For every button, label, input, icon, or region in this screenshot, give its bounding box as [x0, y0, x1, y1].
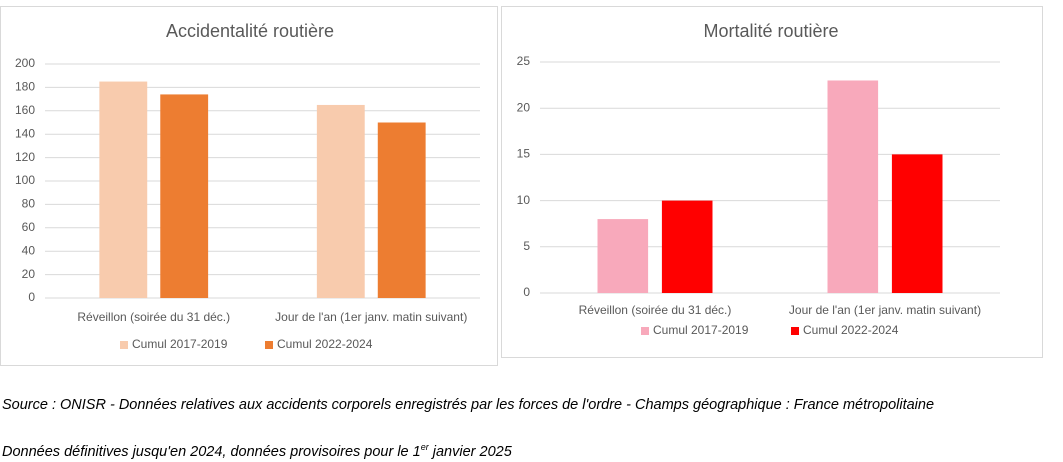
y-tick-label: 0 [28, 290, 35, 304]
y-tick-label: 15 [517, 147, 531, 161]
y-tick-label: 40 [22, 243, 36, 257]
source-text: Source : ONISR - Données relatives aux a… [2, 397, 935, 413]
x-tick-label: Réveillon (soirée du 31 déc.) [77, 310, 230, 324]
y-tick-label: 140 [15, 126, 35, 140]
bar [891, 154, 943, 293]
legend-swatch [120, 341, 128, 349]
x-tick-label: Jour de l'an (1er janv. matin suivant) [789, 303, 981, 317]
bar [597, 219, 649, 293]
legend-swatch [641, 327, 649, 335]
y-tick-label: 0 [523, 285, 530, 299]
y-tick-label: 180 [15, 80, 35, 94]
x-tick-label: Jour de l'an (1er janv. matin suivant) [275, 310, 467, 324]
y-tick-label: 100 [15, 173, 35, 187]
bar [316, 104, 365, 298]
y-tick-label: 10 [517, 193, 531, 207]
charts: Accidentalité routière020406080100120140… [0, 6, 1043, 366]
note-text: Données définitives jusqu'en 2024, donné… [2, 443, 421, 460]
legend-label: Cumul 2022-2024 [803, 323, 899, 337]
legend-label: Cumul 2017-2019 [132, 337, 228, 351]
y-tick-label: 5 [523, 239, 530, 253]
y-tick-label: 120 [15, 150, 35, 164]
bar [99, 81, 148, 298]
y-tick-label: 60 [22, 220, 36, 234]
legend-label: Cumul 2017-2019 [653, 323, 749, 337]
source-note: Données définitives jusqu'en 2024, donné… [2, 437, 962, 462]
bar [827, 80, 879, 293]
note-text: janvier 2025 [428, 443, 512, 460]
y-tick-label: 200 [15, 56, 35, 70]
chart-frame [501, 6, 1043, 358]
bar [661, 200, 713, 293]
legend-swatch [265, 341, 273, 349]
chart-title: Accidentalité routière [166, 21, 334, 41]
bar [377, 122, 426, 298]
legend-label: Cumul 2022-2024 [277, 337, 373, 351]
y-tick-label: 160 [15, 103, 35, 117]
legend-swatch [791, 327, 799, 335]
bar [160, 94, 209, 298]
x-tick-label: Réveillon (soirée du 31 déc.) [579, 303, 732, 317]
chart-title: Mortalité routière [703, 21, 838, 41]
y-tick-label: 20 [22, 267, 36, 281]
y-tick-label: 20 [517, 100, 531, 114]
y-tick-label: 80 [22, 197, 36, 211]
y-tick-label: 25 [517, 54, 531, 68]
note-sup: er [420, 442, 429, 452]
